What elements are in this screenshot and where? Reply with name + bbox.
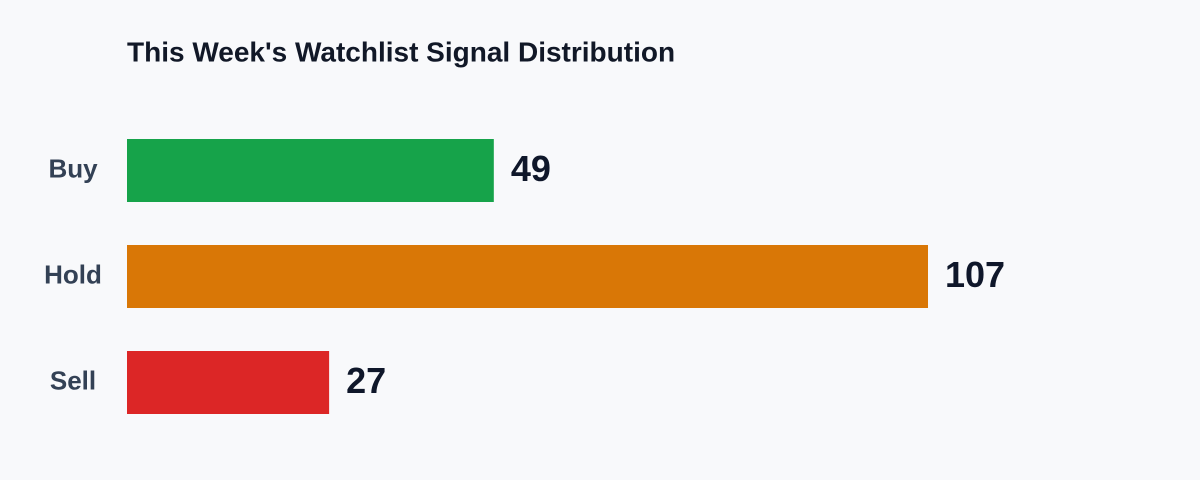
bar xyxy=(127,245,929,308)
bar xyxy=(127,351,330,414)
chart-title: This Week's Watchlist Signal Distributio… xyxy=(127,36,675,67)
value-label: 27 xyxy=(346,360,386,401)
category-label: Buy xyxy=(48,153,98,183)
value-label: 107 xyxy=(945,254,1005,295)
bar xyxy=(127,139,494,202)
category-label: Sell xyxy=(50,365,96,395)
category-label: Hold xyxy=(44,259,102,289)
value-label: 49 xyxy=(511,148,551,189)
